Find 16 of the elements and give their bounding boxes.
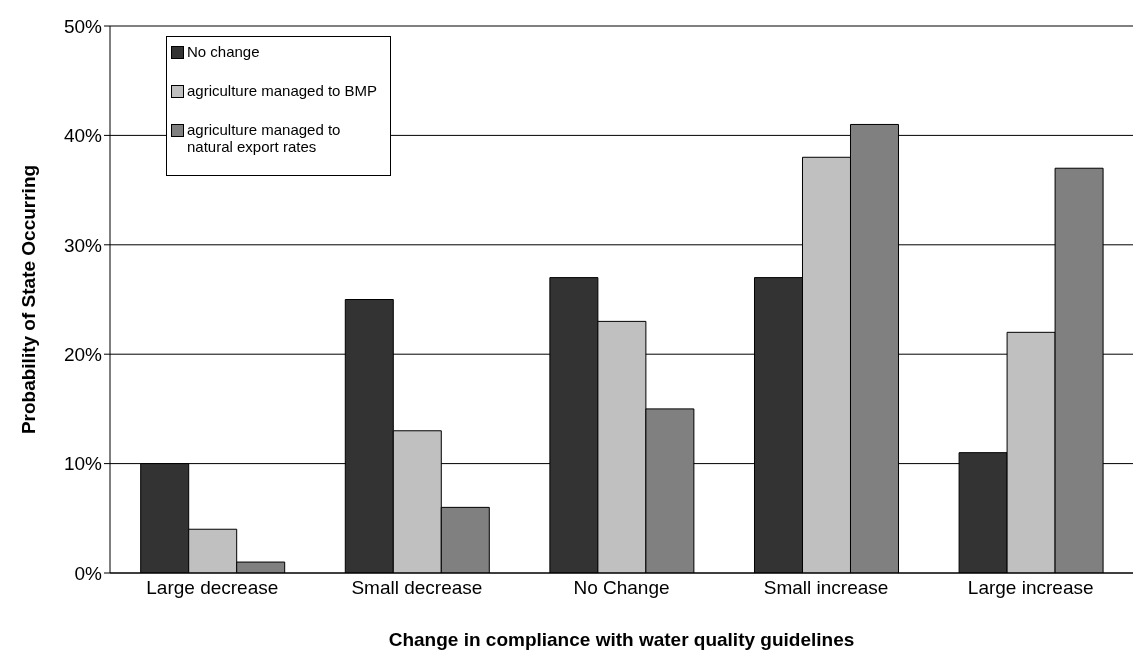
y-tick-label: 50% bbox=[63, 15, 103, 37]
y-tick-label: 0% bbox=[74, 562, 103, 584]
x-tick-label: Small increase bbox=[763, 577, 889, 599]
legend-label: agriculture managed to natural export rates bbox=[187, 121, 342, 155]
y-tick-label: 20% bbox=[63, 343, 103, 365]
x-tick-label: Large increase bbox=[967, 577, 1094, 599]
y-tick-label: 30% bbox=[63, 234, 103, 256]
legend-label: No change bbox=[187, 43, 260, 60]
legend-label: agriculture managed to BMP bbox=[187, 82, 378, 99]
x-axis-title: Change in compliance with water quality guidelines bbox=[388, 629, 855, 651]
x-tick-label: No Change bbox=[573, 577, 670, 599]
y-tick-label: 40% bbox=[63, 125, 103, 147]
x-tick-label: Large decrease bbox=[146, 577, 279, 599]
y-axis-title: Probability of State Occurring bbox=[17, 164, 39, 435]
y-tick-label: 10% bbox=[63, 453, 103, 475]
x-tick-label: Small decrease bbox=[351, 577, 483, 599]
